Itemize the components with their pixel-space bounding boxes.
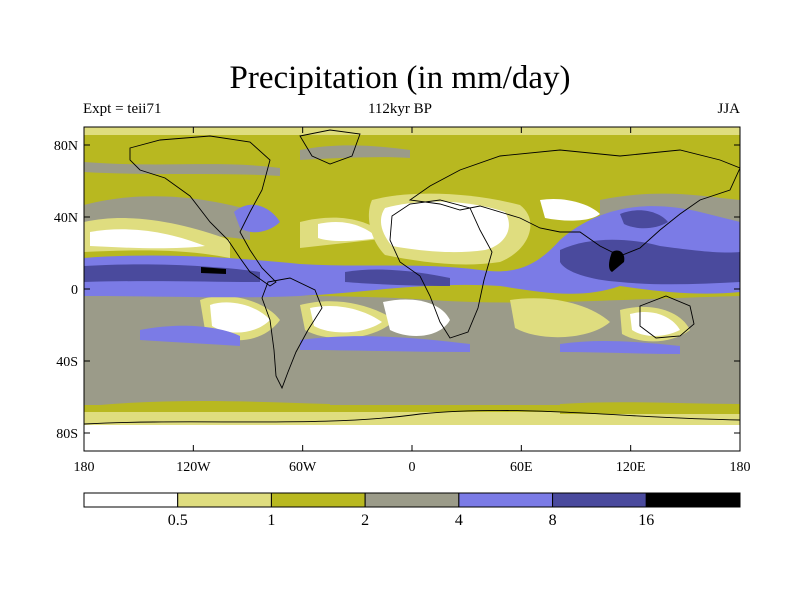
y-tick-label: 40S xyxy=(56,355,78,370)
colorbar-segment xyxy=(552,492,647,508)
y-tick-label: 80S xyxy=(56,427,78,442)
sahara-dry xyxy=(380,201,509,253)
colorbar-segment xyxy=(83,492,179,508)
y-tick-label: 80N xyxy=(54,139,78,154)
tick-labels: 180 120W 60W 0 60E 120E 180 80N 40N 0 40S 80S xyxy=(54,139,751,475)
australia-dry xyxy=(630,311,680,336)
x-tick-label: 0 xyxy=(409,460,416,475)
australia-outline xyxy=(639,295,695,339)
colorbar-label: 16 xyxy=(638,512,654,529)
n-atlantic-dry xyxy=(318,221,378,241)
colorbar-label: 2 xyxy=(361,512,369,529)
southern-africa-dry xyxy=(383,299,450,336)
southern-storm-track-indian xyxy=(560,340,680,354)
x-tick-label: 120W xyxy=(176,460,211,475)
southern-storm-track-atlantic xyxy=(300,336,470,352)
colorbar-segment xyxy=(364,492,460,508)
season-label: JJA xyxy=(717,101,740,117)
antarctic-moderate-east xyxy=(560,402,740,414)
x-tick-label: 180 xyxy=(730,460,751,475)
coastlines xyxy=(84,129,740,425)
y-tick-label: 0 xyxy=(71,283,78,298)
colorbar-segment xyxy=(177,492,272,508)
antarctica-outline xyxy=(84,410,740,425)
eurasia-outline xyxy=(408,149,740,257)
x-tick-label: 180 xyxy=(74,460,95,475)
colorbar-label: 4 xyxy=(455,512,463,529)
precipitation-field xyxy=(84,127,740,451)
map-title: Precipitation (in mm/day) xyxy=(229,60,571,96)
atlantic-itcz-core xyxy=(345,269,450,286)
x-tick-label: 120E xyxy=(616,460,646,475)
africa-outline xyxy=(389,199,493,339)
pacific-max xyxy=(201,267,226,274)
colorbar-label: 8 xyxy=(549,512,557,529)
gulf-stream-wet xyxy=(234,204,280,233)
colorbar-segment xyxy=(645,492,741,508)
axis-ticks xyxy=(83,127,741,451)
s-indian-light xyxy=(510,298,610,338)
central-asia-dry xyxy=(540,198,600,221)
colorbar-segment xyxy=(458,492,554,508)
monsoon-core xyxy=(560,239,740,285)
colorbar-label: 1 xyxy=(267,512,275,529)
south-america-outline xyxy=(261,277,323,390)
colorbar: 0.5 1 2 4 8 16 xyxy=(83,492,741,529)
greenland-grey xyxy=(300,145,410,160)
y-tick-label: 40N xyxy=(54,211,78,226)
antarctic-moderate-west xyxy=(100,401,330,412)
colorbar-label: 0.5 xyxy=(168,512,188,529)
colorbar-segment xyxy=(270,492,366,508)
greenland-outline xyxy=(299,129,361,165)
north-america-outline xyxy=(129,135,277,287)
se-pacific-dry xyxy=(210,302,270,333)
s-atlantic-dry xyxy=(310,305,382,333)
southern-storm-track-pacific xyxy=(140,325,240,346)
experiment-label: Expt = teii71 xyxy=(83,101,162,117)
ne-pacific-dry xyxy=(90,229,205,249)
x-tick-label: 60W xyxy=(289,460,317,475)
period-label: 112kyr BP xyxy=(367,101,433,117)
east-asia-wet xyxy=(620,210,668,229)
arctic-grey xyxy=(84,162,280,176)
x-tick-label: 60E xyxy=(510,460,533,475)
